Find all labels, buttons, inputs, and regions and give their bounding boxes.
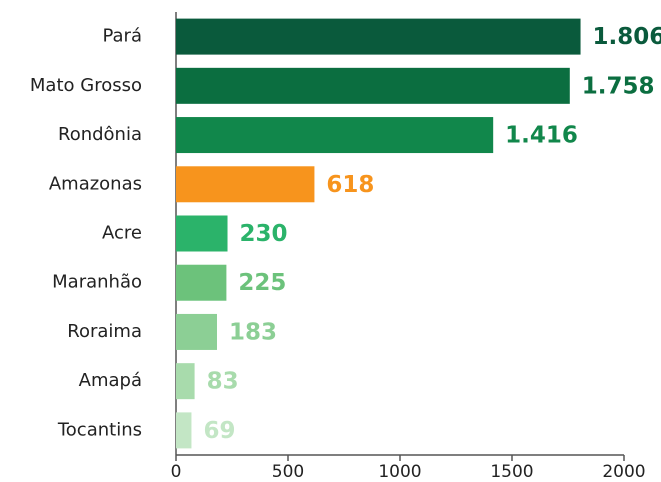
value-label: 83	[207, 369, 239, 395]
y-tick-label: Amapá	[79, 370, 142, 391]
x-tick-label: 1000	[378, 462, 421, 482]
y-tick-label: Roraima	[67, 321, 142, 342]
y-tick-label: Maranhão	[52, 272, 142, 293]
x-tick-label: 1500	[490, 462, 533, 482]
bar	[176, 18, 581, 55]
value-label: 1.416	[505, 123, 578, 149]
value-label: 69	[203, 418, 235, 444]
value-label: 1.806	[593, 24, 661, 50]
bar	[176, 215, 228, 252]
bar	[176, 363, 195, 400]
y-tick-label: Acre	[102, 223, 142, 244]
value-label: 618	[326, 172, 374, 198]
y-tick-label: Amazonas	[49, 173, 142, 194]
bar	[176, 67, 570, 104]
y-tick-label: Rondônia	[58, 124, 142, 145]
value-label: 225	[238, 270, 286, 296]
y-tick-label: Tocantins	[57, 419, 142, 440]
x-tick-label: 500	[272, 462, 304, 482]
bar	[176, 412, 192, 449]
y-tick-label: Pará	[102, 26, 142, 47]
bar	[176, 117, 494, 154]
value-label: 230	[240, 221, 288, 247]
x-tick-label: 0	[171, 462, 182, 482]
value-label: 183	[229, 319, 277, 345]
value-label: 1.758	[582, 73, 655, 99]
bar	[176, 264, 227, 301]
y-tick-label: Mato Grosso	[30, 75, 142, 96]
bar	[176, 166, 315, 203]
bar	[176, 313, 217, 350]
x-tick-label: 2000	[602, 462, 645, 482]
